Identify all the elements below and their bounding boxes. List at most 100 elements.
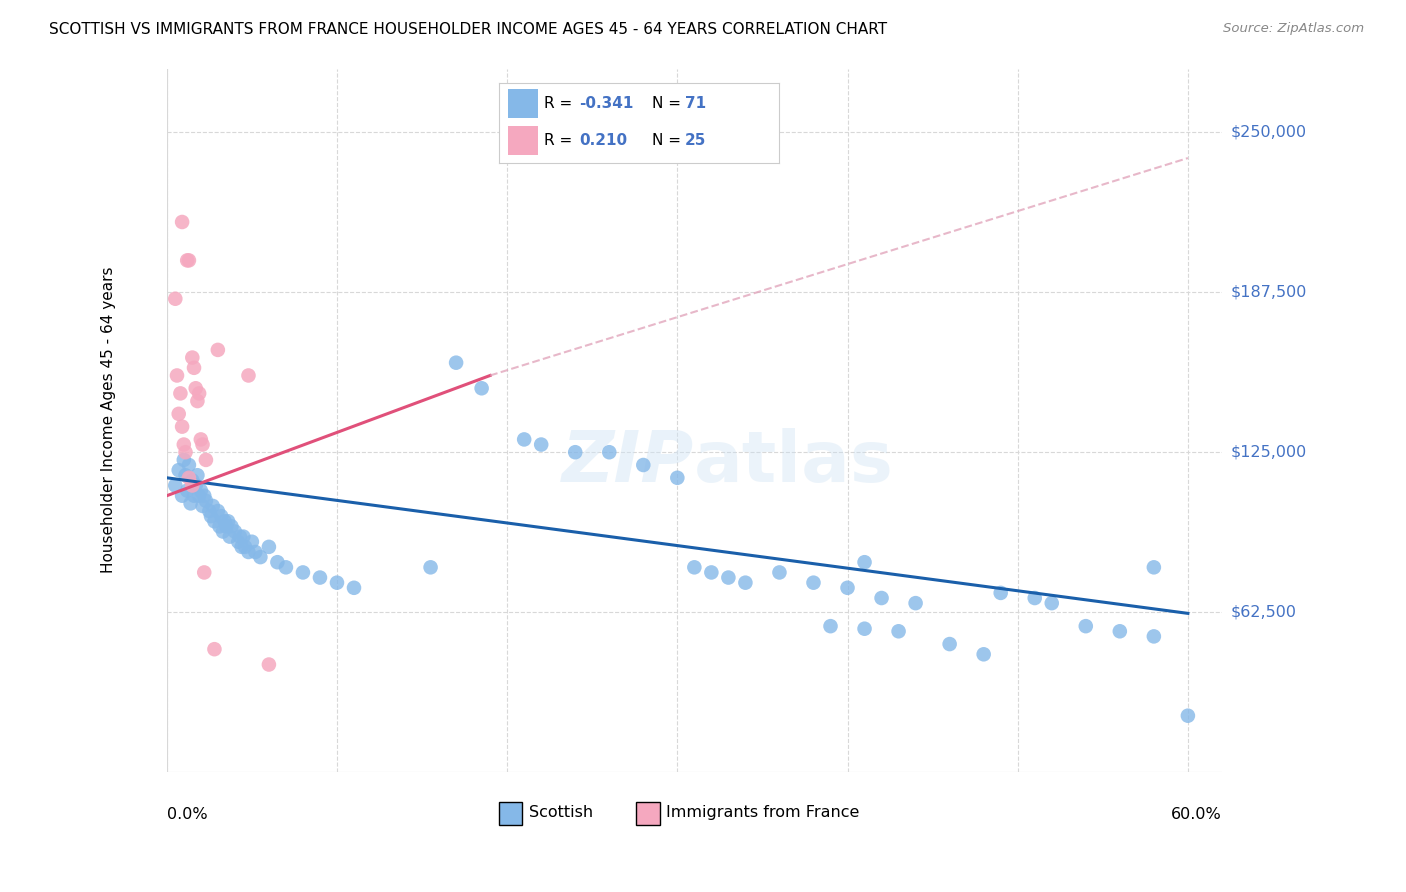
Point	[191, 499, 214, 513]
Point	[177, 253, 200, 268]
Text: Source: ZipAtlas.com: Source: ZipAtlas.com	[1223, 22, 1364, 36]
Point	[191, 437, 214, 451]
Point	[215, 519, 238, 533]
Point	[309, 570, 332, 584]
Text: $125,000: $125,000	[1230, 445, 1306, 459]
Point	[181, 351, 204, 365]
Point	[176, 253, 198, 268]
Point	[172, 419, 194, 434]
Point	[218, 530, 240, 544]
Text: $187,500: $187,500	[1230, 285, 1306, 300]
Point	[887, 624, 910, 639]
Text: Scottish: Scottish	[529, 805, 593, 821]
Point	[245, 545, 267, 559]
Point	[820, 619, 842, 633]
Point	[221, 519, 243, 533]
Point	[181, 474, 204, 488]
Point	[1177, 708, 1199, 723]
Point	[186, 394, 208, 409]
Point	[257, 657, 280, 672]
Point	[208, 519, 231, 533]
Point	[904, 596, 927, 610]
Point	[419, 560, 441, 574]
Point	[174, 468, 197, 483]
Point	[184, 478, 207, 492]
Point	[183, 489, 205, 503]
Text: 60.0%: 60.0%	[1171, 807, 1222, 822]
Point	[343, 581, 366, 595]
Point	[204, 514, 226, 528]
FancyBboxPatch shape	[637, 802, 659, 825]
Point	[177, 458, 200, 472]
Point	[173, 437, 195, 451]
Point	[1074, 619, 1097, 633]
Point	[188, 386, 211, 401]
Point	[184, 381, 207, 395]
Point	[190, 483, 212, 498]
Point	[291, 566, 314, 580]
Point	[471, 381, 494, 395]
Point	[224, 524, 246, 539]
Point	[803, 575, 825, 590]
Point	[1024, 591, 1046, 605]
Point	[172, 489, 194, 503]
Point	[990, 586, 1012, 600]
Point	[973, 648, 995, 662]
Point	[633, 458, 655, 472]
Point	[326, 575, 349, 590]
Point	[176, 483, 198, 498]
Point	[172, 215, 194, 229]
Point	[165, 478, 187, 492]
Point	[212, 524, 235, 539]
Point	[598, 445, 620, 459]
Point	[683, 560, 706, 574]
Point	[700, 566, 723, 580]
Point	[249, 550, 271, 565]
Text: 0.0%: 0.0%	[167, 807, 208, 822]
Point	[837, 581, 859, 595]
Text: Householder Income Ages 45 - 64 years: Householder Income Ages 45 - 64 years	[101, 267, 117, 574]
Point	[734, 575, 756, 590]
Point	[207, 504, 229, 518]
Point	[1143, 560, 1166, 574]
Point	[226, 534, 249, 549]
Point	[266, 555, 288, 569]
Point	[177, 471, 200, 485]
Text: ZIP: ZIP	[562, 428, 695, 497]
Point	[229, 530, 252, 544]
Text: $62,500: $62,500	[1230, 605, 1296, 620]
Point	[444, 356, 467, 370]
Point	[231, 540, 253, 554]
Point	[193, 566, 215, 580]
Point	[530, 437, 553, 451]
Text: Immigrants from France: Immigrants from France	[666, 805, 859, 821]
Point	[513, 433, 536, 447]
Text: atlas: atlas	[695, 428, 894, 497]
Point	[274, 560, 297, 574]
Point	[238, 545, 260, 559]
Point	[768, 566, 790, 580]
Point	[200, 509, 222, 524]
Point	[214, 514, 236, 528]
Point	[167, 463, 190, 477]
Point	[190, 433, 212, 447]
Point	[564, 445, 586, 459]
Point	[238, 368, 260, 383]
Point	[1040, 596, 1063, 610]
Point	[165, 292, 187, 306]
Point	[201, 499, 224, 513]
Point	[1108, 624, 1130, 639]
Point	[938, 637, 960, 651]
FancyBboxPatch shape	[499, 802, 523, 825]
Point	[870, 591, 893, 605]
Point	[193, 489, 215, 503]
Point	[240, 534, 263, 549]
Point	[257, 540, 280, 554]
Point	[233, 540, 256, 554]
Point	[207, 343, 229, 357]
Point	[209, 509, 232, 524]
Point	[217, 514, 239, 528]
Point	[232, 530, 254, 544]
Point	[174, 445, 197, 459]
Point	[204, 642, 226, 657]
